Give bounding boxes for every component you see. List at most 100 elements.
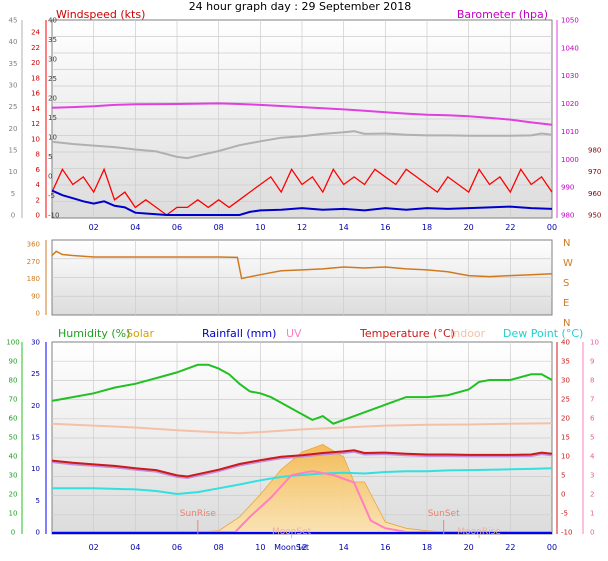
moonset-axis-label: MoonSet [274,543,309,552]
humidity-tick-label: 0 [11,529,15,537]
temp-ghost-tick-label: 30 [48,56,57,64]
compass-label: N [563,318,570,329]
temperature-tick-label: 25 [561,396,570,404]
far-right-tick-label: 970 [588,168,601,176]
humidity-tick-label: 90 [9,358,18,366]
far-left-tick-label: 10 [9,168,18,176]
rainfall-tick-label: 10 [31,465,40,473]
barometer-line [51,102,553,126]
temp-ghost-tick-label: 5 [48,153,52,161]
far-left-tick-label: 30 [9,82,18,90]
uv-tick-label: 9 [590,358,594,366]
hour-tick-label: 20 [464,223,474,232]
hour-tick-label: 22 [505,543,515,552]
barometer-tick-label: 1040 [561,44,579,52]
hour-tick-label: 08 [214,543,224,552]
temperature-tick-label: -10 [561,529,572,537]
hour-tick-label: 04 [130,223,140,232]
temperature-tick-label: 5 [561,472,565,480]
compass-label: N [563,238,570,249]
far-left-tick-label: 35 [9,60,18,68]
temperature-tick-label: 15 [561,434,570,442]
humidity-tick-label: 60 [9,415,18,423]
legend-uv: UV [286,327,302,340]
hour-tick-label: 00 [547,543,557,552]
humidity-tick-label: 70 [9,396,18,404]
windspeed-tick-label: 22 [31,44,40,52]
temperature-line [51,449,553,478]
hour-tick-label: 00 [547,223,557,232]
humidity-tick-label: 20 [9,491,18,499]
graph-title: 24 hour graph day : 29 September 2018 [189,0,412,13]
hour-tick-label: 14 [339,543,349,552]
compass-label: E [563,298,569,309]
hour-tick-label: 14 [339,223,349,232]
temp-ghost-tick-label: 15 [48,114,57,122]
hour-tick-label: 12 [297,223,307,232]
humidity-tick-label: 10 [9,510,18,518]
windspeed-tick-label: 2 [36,196,40,204]
uv-tick-label: 3 [590,472,594,480]
temp-ghost-tick-label: -10 [48,212,59,220]
humidity-tick-label: 40 [9,453,18,461]
wind-average-line [51,189,553,216]
windspeed-tick-label: 18 [31,74,40,82]
legend-humidity: Humidity (%) [58,327,130,340]
direction-tick-label: 0 [36,310,40,318]
rainfall-tick-label: 25 [31,370,40,378]
uv-tick-label: 4 [590,453,595,461]
rainfall-tick-label: 5 [36,497,40,505]
hour-tick-label: 06 [172,543,182,552]
temperature-tick-label: 10 [561,453,570,461]
moonset-marker-label: MoonSet [272,527,312,537]
uv-tick-label: 2 [590,491,594,499]
temperature-tick-label: 40 [561,339,570,347]
hour-tick-label: 04 [130,543,140,552]
direction-tick-label: 90 [31,292,40,300]
uv-tick-label: 0 [590,529,594,537]
far-right-tick-label: 960 [588,190,601,198]
far-left-tick-label: 20 [9,125,18,133]
temp-ghost-tick-label: -5 [48,192,55,200]
temperature-shadow-line [51,450,553,480]
humidity-line [51,363,553,425]
hour-tick-label: 02 [89,223,99,232]
compass-label: S [563,278,569,289]
compass-label: W [563,258,573,269]
uv-tick-label: 6 [590,415,595,423]
wind-gust-line [51,167,553,216]
temperature-tick-label: 30 [561,377,570,385]
far-left-tick-label: 25 [9,103,18,111]
hour-tick-label: 12 [297,543,307,552]
rainfall-tick-label: 0 [36,529,40,537]
legend-solar: Solar [126,327,155,340]
temp-ghost-tick-label: 10 [48,134,57,142]
far-right-tick-label: 980 [588,147,601,155]
hour-tick-label: 16 [380,543,390,552]
temperature-tick-label: 0 [561,491,565,499]
temp-ghost-tick-label: 0 [48,173,52,181]
barometer-tick-label: 1030 [561,72,579,80]
barometer-tick-label: 1020 [561,100,579,108]
barometer-tick-label: 1000 [561,156,579,164]
humidity-tick-label: 80 [9,377,18,385]
windspeed-tick-label: 10 [31,135,40,143]
uv-tick-label: 7 [590,396,594,404]
uv-tick-label: 5 [590,434,594,442]
wind-direction-line [51,250,553,280]
temperature-tick-label: -5 [561,510,568,518]
sunrise-marker-label: SunRise [180,509,217,519]
rainfall-tick-label: 30 [31,339,40,347]
far-left-tick-label: 5 [11,190,15,198]
barometer-tick-label: 980 [561,212,574,220]
hour-tick-label: 20 [464,543,474,552]
windspeed-tick-label: 24 [31,29,40,37]
hour-tick-label: 06 [172,223,182,232]
temperature-ghost-line [51,130,553,160]
hour-tick-label: 18 [422,543,432,552]
barometer-label: Barometer (hpa) [457,8,548,21]
wind-barometer-panel: 051015202530354045024681012141618202224-… [9,8,602,232]
temperature-tick-label: 35 [561,358,570,366]
